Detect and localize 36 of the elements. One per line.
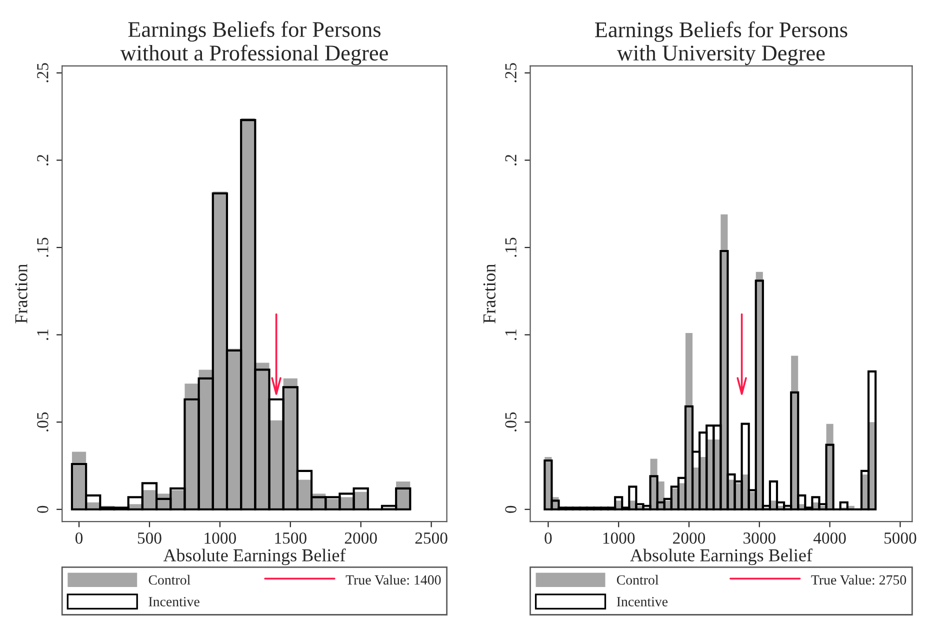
x-tick-label: 5000 [884, 532, 916, 544]
legend-label: True Value: 1400 [346, 574, 441, 585]
y-tick-label: .1 [37, 330, 48, 340]
y-tick-label: .2 [505, 154, 517, 166]
x-tick-label: 2000 [344, 532, 377, 544]
y-tick-label: .25 [505, 63, 517, 82]
y-tick-label: .05 [505, 412, 517, 432]
y-tick-label: .15 [505, 238, 517, 257]
x-tick-label: 4000 [813, 532, 846, 544]
y-tick-label: 0 [37, 506, 48, 513]
legend-label: Control [616, 574, 659, 585]
legend-label: Incentive [148, 597, 200, 606]
y-tick-label: .05 [37, 412, 48, 432]
x-tick-label: 1000 [204, 532, 236, 544]
y-tick-label: .1 [505, 330, 517, 340]
chart-title: Earnings Beliefs for Persons without a Professional Degree [120, 21, 388, 66]
x-tick-label: 1000 [603, 532, 635, 544]
legend-label: Incentive [616, 597, 668, 606]
x-axis-title: Absolute Earnings Belief [630, 548, 812, 566]
y-tick-label: .2 [37, 154, 48, 166]
x-tick-label: 2500 [415, 532, 448, 544]
x-tick-label: 1500 [275, 532, 306, 544]
x-tick-label: 2000 [673, 532, 706, 544]
y-axis-title: Fraction [15, 264, 28, 324]
chart-title: Earnings Beliefs for Persons with University Degree [595, 21, 848, 66]
x-axis-title: Absolute Earnings Belief [163, 548, 346, 566]
legend-label: Control [148, 574, 190, 585]
y-tick-label: .15 [37, 238, 48, 257]
x-tick-label: 500 [138, 532, 162, 544]
y-tick-label: .25 [37, 63, 48, 82]
y-axis-title: Fraction [483, 264, 496, 324]
x-tick-label: 0 [544, 532, 552, 544]
x-tick-label: 3000 [744, 532, 776, 544]
y-tick-label: 0 [505, 506, 516, 513]
legend-label: True Value: 2750 [811, 574, 906, 585]
x-tick-label: 0 [75, 532, 83, 544]
